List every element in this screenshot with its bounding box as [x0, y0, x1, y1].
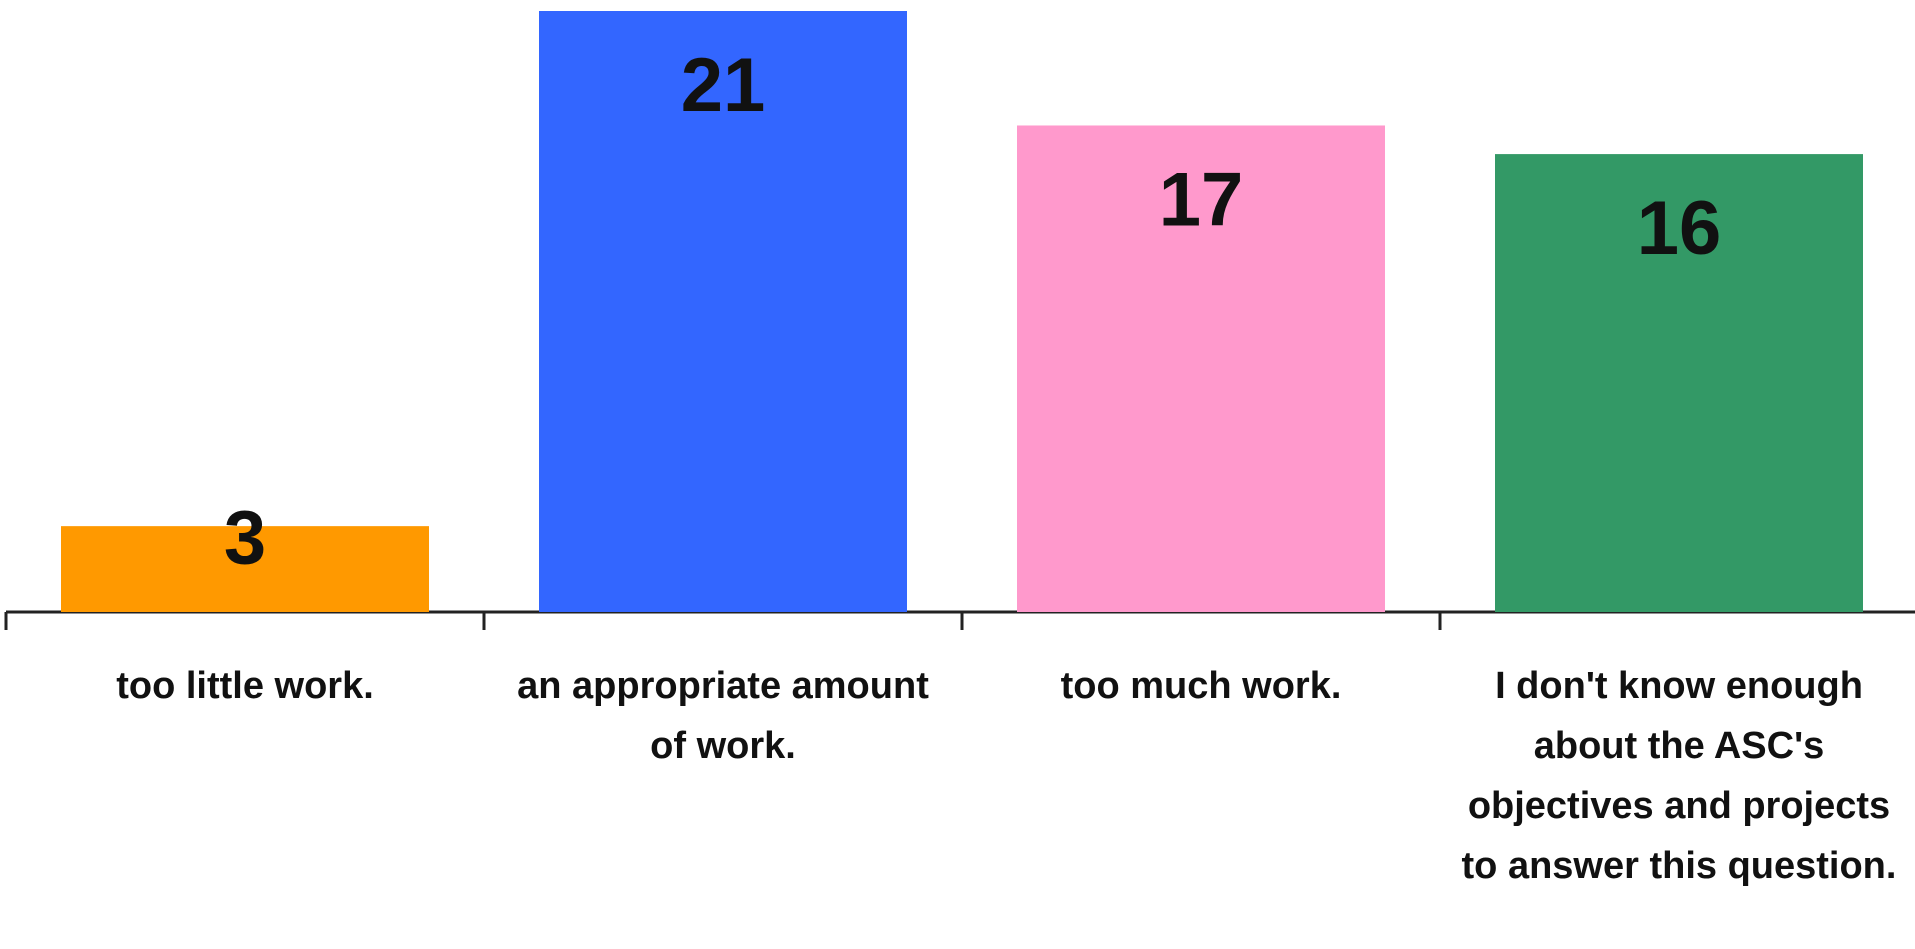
- x-tick-label: an appropriate amount of work.: [517, 665, 929, 767]
- x-tick-label: too much work.: [1060, 665, 1342, 707]
- bar: [539, 11, 907, 612]
- bar: [1017, 125, 1385, 612]
- x-tick-label: too little work.: [116, 665, 374, 707]
- x-tick-label: I don't know enough about the ASC's obje…: [1461, 665, 1897, 887]
- value-label: 16: [1637, 186, 1722, 271]
- value-label: 21: [681, 43, 766, 128]
- bar: [61, 526, 429, 612]
- value-label: 3: [224, 495, 266, 580]
- value-label: 17: [1159, 158, 1244, 243]
- bar: [1495, 154, 1863, 612]
